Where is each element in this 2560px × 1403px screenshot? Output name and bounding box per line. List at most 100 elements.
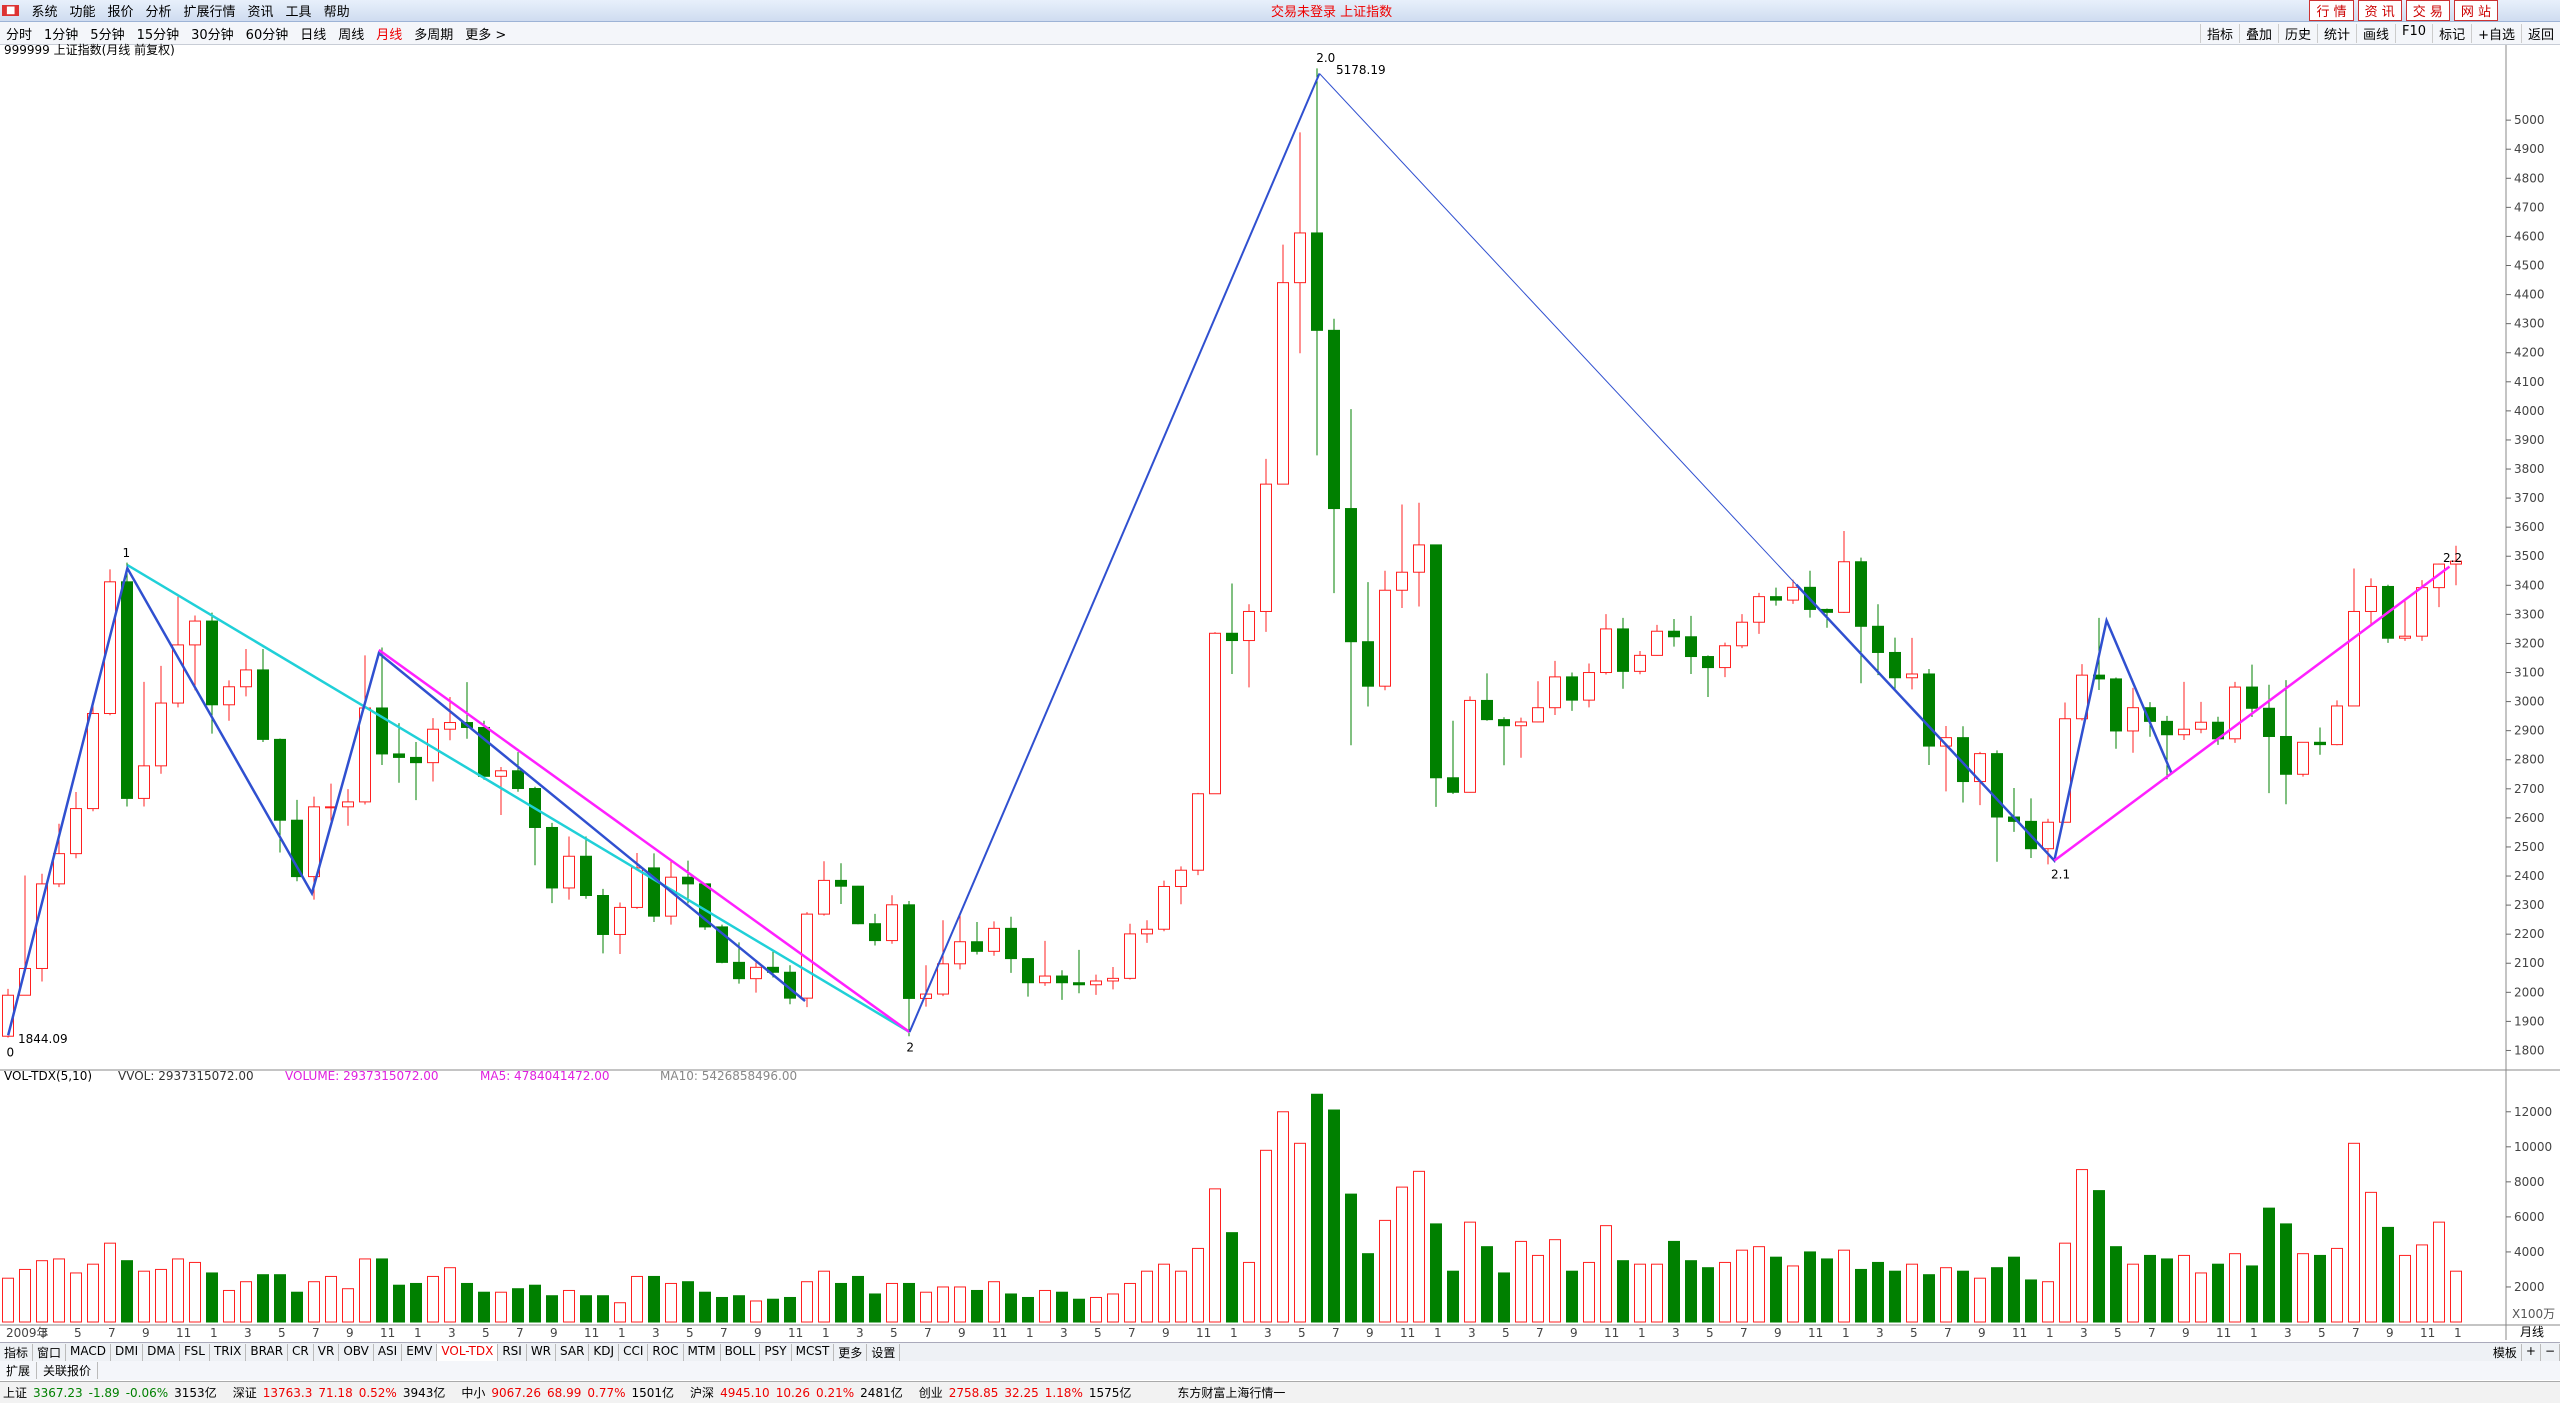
tab-control[interactable]: − xyxy=(2541,1343,2560,1361)
volume-bar xyxy=(1039,1289,1051,1323)
menu-item[interactable]: 帮助 xyxy=(323,5,350,20)
indicator-tab[interactable]: FSL xyxy=(180,1343,210,1361)
indicator-tab[interactable]: BOLL xyxy=(721,1343,761,1361)
tool-button[interactable]: 统计 xyxy=(2317,23,2356,43)
candle-body xyxy=(614,906,626,935)
volume-bar xyxy=(223,1289,235,1323)
indicator-tab[interactable]: DMA xyxy=(143,1343,180,1361)
indicator-tab[interactable]: 指标 xyxy=(0,1343,34,1361)
tool-button[interactable]: 画线 xyxy=(2356,23,2395,43)
indicator-tab[interactable]: BRAR xyxy=(246,1343,289,1361)
indicator-tab[interactable]: VR xyxy=(314,1343,340,1361)
indicator-tab[interactable]: KDJ xyxy=(589,1343,620,1361)
menu-item[interactable]: 扩展行情 xyxy=(183,5,236,20)
tool-button[interactable]: 指标 xyxy=(2199,23,2239,43)
period-button[interactable]: 更多 > xyxy=(465,27,507,43)
tool-button[interactable]: 叠加 xyxy=(2238,23,2278,43)
tool-button[interactable]: 标记 xyxy=(2432,23,2471,43)
indicator-tab[interactable]: VOL-TDX xyxy=(437,1343,499,1361)
volume-bar xyxy=(1260,1149,1272,1323)
candle-body xyxy=(1889,651,1901,679)
top-button[interactable]: 交 易 xyxy=(2405,0,2450,21)
indicator-tab[interactable]: RSI xyxy=(498,1343,527,1361)
indicator-tab[interactable]: SAR xyxy=(556,1343,590,1361)
x-tick-label: 5 xyxy=(2318,1326,2326,1340)
indicator-tab[interactable]: MTM xyxy=(684,1343,721,1361)
tab-control[interactable]: 模板 xyxy=(2489,1343,2522,1361)
period-button[interactable]: 60分钟 xyxy=(245,27,289,43)
menu-item[interactable]: 报价 xyxy=(107,5,134,20)
volume-bar xyxy=(1124,1282,1136,1323)
volume-bar xyxy=(1634,1263,1646,1323)
y-tick-label: 3500 xyxy=(2514,549,2545,563)
indicator-tab[interactable]: EMV xyxy=(402,1343,438,1361)
candle-body xyxy=(1396,571,1408,591)
period-button[interactable]: 周线 xyxy=(338,27,365,43)
tool-button[interactable]: F10 xyxy=(2395,23,2432,43)
candle-body xyxy=(291,819,303,878)
volume-bar xyxy=(2008,1256,2020,1323)
volume-bar xyxy=(2144,1254,2156,1323)
top-button[interactable]: 行 情 xyxy=(2309,0,2354,21)
status-field: 1575亿 xyxy=(1088,1386,1132,1400)
period-button[interactable]: 1分钟 xyxy=(44,27,79,43)
x-tick-label: 7 xyxy=(108,1326,116,1340)
indicator-tab[interactable]: PSY xyxy=(760,1343,792,1361)
indicator-tab[interactable]: 窗口 xyxy=(33,1343,67,1361)
extra-tab[interactable]: 关联报价 xyxy=(37,1362,99,1379)
tool-button[interactable]: 返回 xyxy=(2520,23,2560,43)
indicator-tab[interactable]: CR xyxy=(288,1343,314,1361)
indicator-tab[interactable]: 更多 xyxy=(834,1343,868,1361)
indicator-tab[interactable]: 设置 xyxy=(867,1343,901,1361)
period-button[interactable]: 多周期 xyxy=(414,27,454,43)
indicator-tab[interactable]: DMI xyxy=(111,1343,144,1361)
indicator-tab[interactable]: CCI xyxy=(619,1343,649,1361)
period-button[interactable]: 分时 xyxy=(6,27,33,43)
candle-body xyxy=(886,904,898,942)
menu-item[interactable]: 分析 xyxy=(145,5,172,20)
indicator-tab[interactable]: TRIX xyxy=(210,1343,247,1361)
extra-tab[interactable]: 扩展 xyxy=(0,1362,38,1379)
menu-item[interactable]: 功能 xyxy=(69,5,96,20)
indicator-tab[interactable]: WR xyxy=(527,1343,557,1361)
indicator-tab[interactable]: MACD xyxy=(66,1343,112,1361)
candle-body xyxy=(1345,508,1357,643)
period-button[interactable]: 30分钟 xyxy=(191,27,234,43)
volume-bar xyxy=(410,1282,422,1323)
top-button[interactable]: 资 讯 xyxy=(2357,0,2402,21)
candle-body xyxy=(1634,654,1646,672)
indicator-tab[interactable]: MCST xyxy=(792,1343,835,1361)
period-button[interactable]: 5分钟 xyxy=(90,27,125,43)
volume-bar xyxy=(2280,1223,2292,1323)
menu-item[interactable]: 资讯 xyxy=(247,5,274,20)
volume-bar xyxy=(87,1263,99,1323)
indicator-tab[interactable]: ROC xyxy=(648,1343,684,1361)
candle-body xyxy=(2314,741,2326,746)
candle-body xyxy=(1736,621,1748,647)
tool-button[interactable]: 历史 xyxy=(2277,23,2317,43)
indicator-tab[interactable]: OBV xyxy=(339,1343,374,1361)
period-button[interactable]: 15分钟 xyxy=(136,27,180,43)
candle-body xyxy=(1430,544,1442,779)
volume-bar xyxy=(512,1288,524,1323)
period-button[interactable]: 日线 xyxy=(300,27,327,43)
volume-bar xyxy=(2110,1246,2122,1323)
menu-item[interactable]: 工具 xyxy=(285,5,312,20)
y-tick-label: 8000 xyxy=(2514,1175,2545,1189)
volume-bar xyxy=(1532,1254,1544,1323)
x-tick-label: 11 xyxy=(2216,1326,2231,1340)
x-tick-label: 7 xyxy=(1536,1326,1544,1340)
period-button[interactable]: 月线 xyxy=(376,27,403,43)
volume-readout: MA5: 4784041472.00 xyxy=(480,1069,610,1083)
extra-bar: 扩展 关联报价 xyxy=(0,1361,2560,1380)
status-field: 中小 xyxy=(461,1386,486,1400)
tab-control[interactable]: + xyxy=(2522,1343,2541,1361)
x-tick-label: 1 xyxy=(2454,1326,2462,1340)
indicator-tab[interactable]: ASI xyxy=(374,1343,403,1361)
top-button[interactable]: 网 站 xyxy=(2453,0,2498,21)
tool-button[interactable]: +自选 xyxy=(2471,23,2521,43)
candle-body xyxy=(716,926,728,963)
volume-bar xyxy=(767,1298,779,1323)
candle-body xyxy=(104,581,116,715)
menu-item[interactable]: 系统 xyxy=(31,5,58,20)
